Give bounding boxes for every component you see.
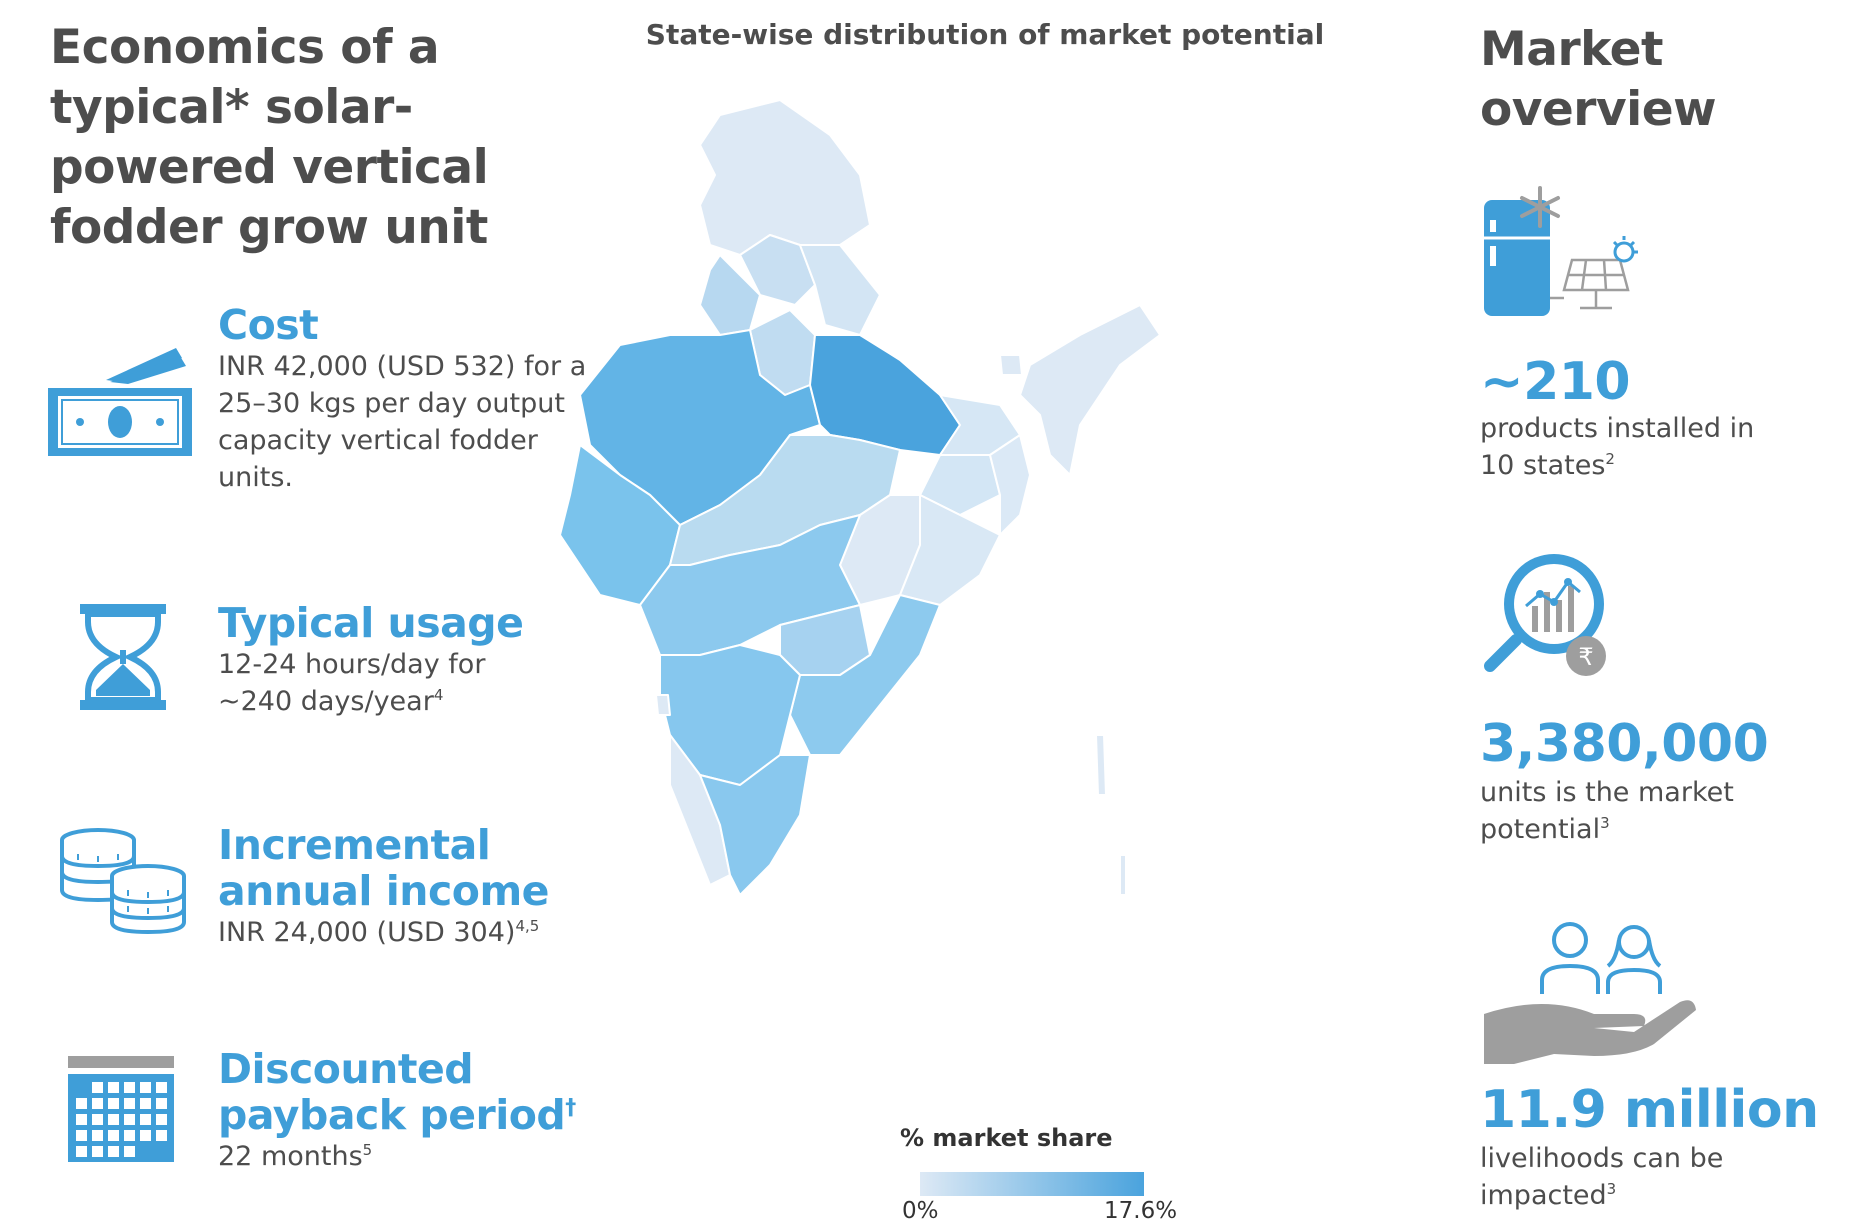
region-uttarakhand	[799, 244, 881, 336]
region-sikkim	[999, 354, 1023, 376]
market-analysis-icon: ₹	[1482, 548, 1612, 680]
legend-gradient	[920, 1172, 1144, 1196]
money-icon	[48, 342, 198, 460]
region-goa	[655, 694, 671, 716]
region-odisha	[899, 494, 1001, 606]
income-body: INR 24,000 (USD 304)4,5	[218, 917, 540, 948]
region-jammu-kashmir	[699, 99, 871, 256]
cost-body: INR 42,000 (USD 532) for a 25–30 kgs per…	[218, 351, 587, 493]
usage-body: 12-24 hours/day for ~240 days/year4	[218, 649, 486, 717]
payback-title: Discounted payback period†	[218, 1045, 576, 1139]
region-west-bengal	[989, 434, 1031, 536]
livelihoods-text: livelihoods can be impacted3	[1480, 1143, 1724, 1211]
people-hand-icon	[1484, 914, 1700, 1064]
india-map	[560, 95, 1420, 1055]
calendar-icon	[68, 1056, 174, 1162]
hourglass-icon	[80, 604, 166, 710]
region-karnataka	[659, 644, 801, 786]
installed-count: ~210	[1480, 352, 1631, 412]
region-nicobar	[1119, 854, 1127, 896]
cost-title: Cost	[218, 301, 319, 349]
market-overview-title: Market overview	[1480, 22, 1717, 137]
map-title: State-wise distribution of market potent…	[645, 18, 1325, 51]
page-title: Economics of a typical* solar-powered ve…	[50, 20, 489, 255]
region-andhra-pradesh	[789, 594, 941, 756]
payback-body: 22 months5	[218, 1141, 373, 1172]
legend-min-label: 0%	[902, 1198, 939, 1224]
region-uttar-pradesh	[809, 334, 961, 456]
coins-icon	[58, 826, 190, 936]
svg-text:₹: ₹	[1578, 643, 1593, 671]
solar-refrigerator-icon	[1480, 186, 1640, 322]
region-northeast	[1019, 304, 1161, 476]
income-title: Incremental annual income	[218, 821, 549, 915]
market-potential-text: units is the market potential3	[1480, 777, 1734, 845]
market-potential-count: 3,380,000	[1480, 714, 1769, 774]
legend-max-label: 17.6%	[1104, 1198, 1178, 1224]
livelihoods-count: 11.9 million	[1480, 1080, 1819, 1140]
region-andaman	[1095, 734, 1107, 796]
installed-text: products installed in 10 states2	[1480, 413, 1755, 481]
legend-title: % market share	[900, 1124, 1113, 1152]
usage-title: Typical usage	[218, 599, 524, 647]
region-tamil-nadu	[699, 754, 811, 896]
region-jharkhand	[919, 454, 1001, 516]
